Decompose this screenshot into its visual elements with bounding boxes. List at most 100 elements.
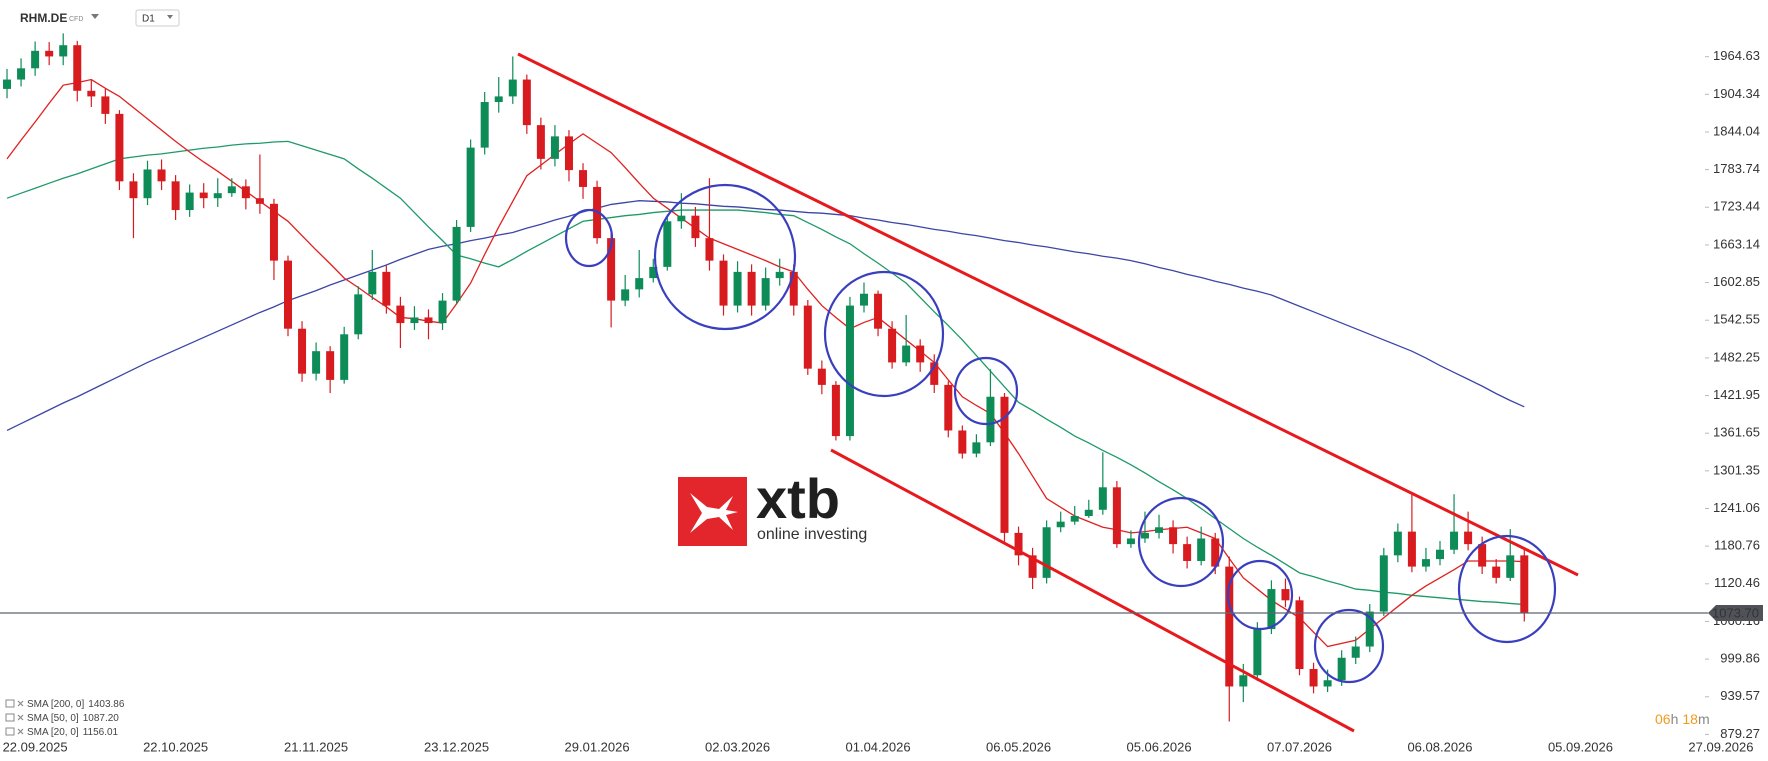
highlight-circle [1137, 496, 1225, 588]
highlight-circle [953, 356, 1019, 426]
sma-line [6, 200, 1525, 432]
candle-body [747, 271, 756, 306]
legend-value: 1403.86 [88, 699, 125, 710]
candle-body [1056, 521, 1065, 528]
y-tick-label: 1964.63 [1713, 48, 1760, 63]
x-tick-label: 22.09.2025 [3, 739, 68, 754]
symbol-dropdown[interactable] [91, 14, 99, 19]
candle-body [1155, 527, 1164, 533]
candle-body [1098, 487, 1107, 510]
candle-body [143, 169, 152, 199]
candle-body [1295, 600, 1304, 670]
y-tick-label: 999.86 [1720, 651, 1760, 666]
candle-body [340, 334, 349, 380]
candle-body [1436, 549, 1444, 560]
candle-body [1239, 675, 1248, 687]
candle-body [227, 186, 236, 194]
candle-body [761, 278, 770, 306]
candle-body [101, 96, 110, 114]
candle-body [354, 294, 363, 335]
candle-body [649, 266, 658, 279]
candle-body [157, 169, 166, 182]
y-tick-label: 939.57 [1720, 688, 1760, 703]
candle-body [129, 181, 138, 199]
interval-dropdown[interactable] [167, 15, 173, 19]
candle-body [1281, 589, 1290, 601]
highlight-circle [653, 183, 797, 331]
candle-body [17, 68, 26, 80]
logo-tagline: online investing [757, 526, 867, 543]
candle-body [775, 271, 784, 279]
logo-symbol [690, 493, 738, 533]
y-tick-label: 1120.46 [1714, 575, 1760, 590]
x-tick-label: 06.05.2026 [986, 739, 1051, 754]
interval-select[interactable] [135, 9, 180, 27]
logo-name: xtb [756, 467, 840, 530]
candle-body [1407, 531, 1416, 567]
x-tick-label: 05.09.2026 [1548, 739, 1613, 754]
legend-remove [17, 714, 24, 721]
candle-body [1225, 566, 1234, 687]
candle-body [1520, 555, 1529, 613]
highlight-circle [1313, 608, 1385, 684]
y-tick-label: 1783.74 [1713, 161, 1760, 176]
candle-body [185, 192, 194, 211]
candle-body [382, 271, 391, 306]
candle-body [1197, 538, 1206, 561]
candle-body [3, 79, 12, 89]
candle-body [213, 193, 222, 199]
legend-name: SMA [200, 0] [27, 699, 84, 710]
candle-body [494, 96, 503, 103]
y-tick-label: 1844.04 [1713, 123, 1760, 138]
y-tick-label: 879.27 [1720, 726, 1760, 741]
candle-body [1042, 527, 1051, 578]
candle-body [930, 362, 939, 385]
candle-body [1478, 544, 1487, 567]
legend-icon [5, 713, 15, 722]
candle-body [1112, 487, 1121, 545]
candle-body [1126, 538, 1135, 545]
candle-body [1379, 555, 1388, 612]
countdown-minutes-unit: m [1698, 711, 1710, 727]
candle-body [73, 45, 82, 91]
interval: D1 [142, 14, 155, 25]
axis-layer: 1964.63 1904.34 1844.04 1783.74 1723.44 1663.… [0, 48, 1763, 754]
candle-body [368, 271, 377, 295]
highlight-circle [823, 270, 945, 398]
x-tick-label: 05.06.2026 [1126, 739, 1191, 754]
candle-body [621, 289, 630, 301]
candle-body [31, 50, 40, 69]
candle-body [284, 260, 292, 329]
candle-body [902, 345, 911, 363]
candle-body [1365, 611, 1374, 647]
legend-value: 1087.20 [83, 713, 120, 724]
candle-body [860, 293, 868, 306]
y-tick-label: 1301.35 [1713, 462, 1760, 477]
candle-body [1309, 669, 1318, 687]
candle-body [312, 351, 321, 374]
candle-body [691, 215, 700, 239]
candle-body [1267, 589, 1276, 630]
candle-body [508, 79, 517, 97]
legend-entry: SMA [50, 0] 1087.20 [27, 713, 119, 724]
candle-body [1028, 555, 1037, 578]
candle-body [564, 136, 573, 171]
y-tick-label: 1361.65 [1713, 425, 1760, 440]
candle-body [607, 238, 616, 301]
candle-body [1211, 538, 1220, 567]
x-tick-label: 27.09.2026 [1688, 739, 1753, 754]
candle-body [45, 50, 54, 57]
y-tick-label: 1180.76 [1714, 538, 1760, 553]
lower-trendline [830, 448, 1355, 733]
last-price-tag [1708, 604, 1763, 621]
y-tick-label: 1602.85 [1713, 274, 1760, 289]
legend-remove [17, 728, 24, 735]
highlight-circles [564, 183, 1557, 684]
legend-name: SMA [50, 0] [27, 713, 79, 724]
candle-body [1337, 657, 1346, 681]
countdown-hours: 06 [1655, 711, 1671, 727]
candle-body [396, 305, 405, 324]
candle-body [536, 125, 545, 159]
